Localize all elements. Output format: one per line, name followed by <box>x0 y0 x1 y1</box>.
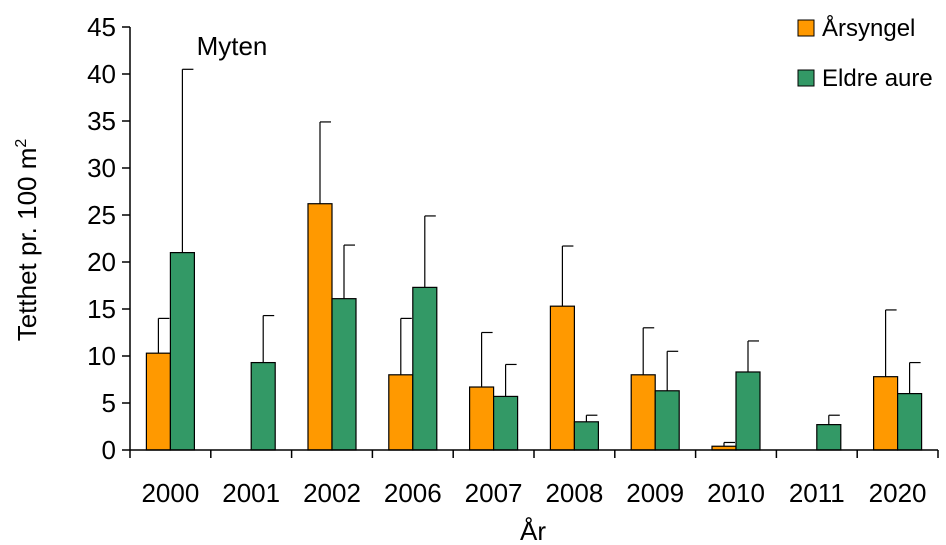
bar <box>630 374 656 451</box>
y-tick-label: 10 <box>87 341 116 371</box>
bar <box>250 361 276 451</box>
bar <box>412 286 438 451</box>
y-tick-label: 30 <box>87 153 116 183</box>
legend-swatch <box>797 69 815 87</box>
y-axis-label-main: Tetthet pr. 100 m <box>12 148 42 342</box>
bar <box>573 421 600 451</box>
chart-annotation: Myten <box>197 31 268 61</box>
bar <box>493 395 519 451</box>
bar <box>169 252 195 451</box>
y-tick-label: 45 <box>87 12 116 42</box>
bar <box>549 305 576 451</box>
axes: Myten År Tetthet pr. 100 m2 0 5 10 15 20 25 30… <box>12 12 939 545</box>
bar <box>816 424 842 451</box>
y-tick-label: 20 <box>87 247 116 277</box>
x-tick-label: 2020 <box>869 478 927 508</box>
x-tick-label: 2007 <box>465 478 523 508</box>
plot-area <box>145 68 923 451</box>
legend: Årsyngel Eldre aure <box>797 14 933 92</box>
bar <box>469 386 495 451</box>
y-axis-label-superscript: 2 <box>13 139 30 148</box>
y-tick-label: 15 <box>87 294 116 324</box>
bar <box>654 390 680 451</box>
x-tick-label: 2006 <box>384 478 442 508</box>
bar <box>307 203 333 451</box>
legend-label: Årsyngel <box>822 14 915 42</box>
x-tick-label: 2009 <box>626 478 684 508</box>
x-tick-label: 2001 <box>222 478 280 508</box>
bar <box>735 371 761 451</box>
bar <box>896 393 923 451</box>
y-axis-label: Tetthet pr. 100 m2 <box>12 139 42 342</box>
legend-swatch <box>797 19 815 37</box>
y-tick-label: 40 <box>87 59 116 89</box>
y-tick-label: 5 <box>102 388 116 418</box>
x-tick-label: 2010 <box>707 478 765 508</box>
x-tick-label: 2000 <box>141 478 199 508</box>
x-tick-label: 2008 <box>545 478 603 508</box>
x-tick-label: 2011 <box>789 478 845 508</box>
bar <box>331 298 357 451</box>
x-axis-label: År <box>520 516 546 545</box>
x-tick-label: 2002 <box>303 478 361 508</box>
bar <box>872 376 899 451</box>
y-tick-label: 0 <box>102 435 116 465</box>
bar <box>145 352 171 451</box>
bar <box>388 374 414 451</box>
y-tick-label: 25 <box>87 200 116 230</box>
y-tick-label: 35 <box>87 106 116 136</box>
legend-label: Eldre aure <box>822 65 933 92</box>
